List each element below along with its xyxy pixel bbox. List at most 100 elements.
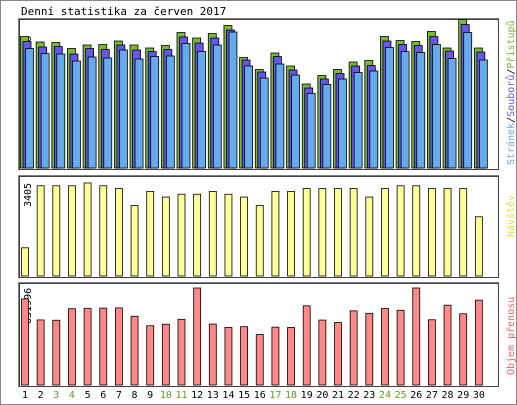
x-tick-day-22: 22 xyxy=(348,390,360,401)
bar-stránek-day-18 xyxy=(291,74,300,169)
bar-volume-day-28 xyxy=(443,304,452,386)
legend-hits-part-4: Přístupů xyxy=(505,20,517,68)
bar-volume-day-16 xyxy=(255,334,264,386)
panel-hits-bars xyxy=(20,19,488,169)
bar-volume-day-15 xyxy=(240,326,249,386)
x-tick-day-26: 26 xyxy=(410,390,422,401)
x-tick-day-24: 24 xyxy=(379,390,391,401)
5 xyxy=(83,182,92,277)
9 xyxy=(146,191,155,277)
14 xyxy=(224,193,233,277)
panel-visits-bars xyxy=(21,182,483,277)
30 xyxy=(474,216,483,277)
25 xyxy=(396,185,405,277)
bar-volume-day-8 xyxy=(130,315,139,386)
x-tick-day-25: 25 xyxy=(395,390,407,401)
10 xyxy=(161,196,170,277)
bar-stránek-day-28 xyxy=(447,58,457,169)
x-tick-day-3: 3 xyxy=(53,390,59,401)
bar-volume-day-18 xyxy=(287,327,295,386)
x-tick-day-2: 2 xyxy=(38,390,44,401)
bar-stránek-day-26 xyxy=(416,52,426,169)
bar-stránek-day-14 xyxy=(228,31,238,169)
bar-volume-day-13 xyxy=(208,323,217,386)
bar-stránek-day-9 xyxy=(150,56,160,169)
bar-volume-day-4 xyxy=(68,308,76,386)
x-tick-day-21: 21 xyxy=(332,390,344,401)
legend-hits: Stránek/Souborů/Přístupů xyxy=(505,20,517,165)
x-tick-day-5: 5 xyxy=(85,390,91,401)
legend-volume: Objem přenosu xyxy=(505,297,517,375)
11 xyxy=(177,193,186,277)
22 xyxy=(349,188,358,277)
bar-stránek-day-20 xyxy=(322,84,332,169)
bar-volume-day-14 xyxy=(224,327,233,386)
bar-volume-day-6 xyxy=(99,307,108,386)
panel-hits-frame xyxy=(18,18,500,171)
bar-stránek-day-13 xyxy=(212,44,222,169)
bar-volume-day-12 xyxy=(193,287,202,386)
bar-stránek-day-19 xyxy=(306,93,316,169)
bar-volume-day-5 xyxy=(83,307,92,386)
26 xyxy=(412,185,421,277)
x-tick-day-13: 13 xyxy=(207,390,219,401)
bar-stránek-day-11 xyxy=(181,43,191,169)
x-tick-day-8: 8 xyxy=(132,390,138,401)
x-tick-labels: 1 2 3 4 5 6 7 8 9 10 11 12 13 14 15 16 17 18 19 20 21 22 23 24 2… xyxy=(22,390,485,401)
23 xyxy=(365,196,374,277)
bar-volume-day-21 xyxy=(334,322,342,386)
29 xyxy=(459,188,468,277)
x-tick-day-12: 12 xyxy=(191,390,203,401)
chart-title: Denní statistika za červen 2017 xyxy=(21,5,226,18)
bar-stránek-day-5 xyxy=(87,56,97,169)
x-tick-day-19: 19 xyxy=(301,390,313,401)
bar-stránek-day-21 xyxy=(338,78,347,169)
legend-hits-part-0: Stránek xyxy=(505,123,517,165)
6 xyxy=(99,185,108,277)
bar-stránek-day-1 xyxy=(25,48,34,169)
x-tick-day-7: 7 xyxy=(116,390,122,401)
24 xyxy=(381,188,389,277)
bar-stránek-day-24 xyxy=(385,47,394,169)
bar-stránek-day-15 xyxy=(244,65,254,169)
bar-volume-day-3 xyxy=(52,319,61,386)
18 xyxy=(287,191,295,277)
bar-volume-day-17 xyxy=(271,326,280,386)
bar-stránek-day-29 xyxy=(463,32,473,169)
x-tick-day-16: 16 xyxy=(254,390,266,401)
21 xyxy=(334,188,342,277)
x-tick-day-30: 30 xyxy=(473,390,485,401)
12 xyxy=(193,193,202,277)
x-tick-day-10: 10 xyxy=(160,390,172,401)
bar-volume-day-29 xyxy=(459,313,468,386)
bar-stránek-day-25 xyxy=(400,51,410,169)
legend-volume-part-0: Objem přenosu xyxy=(505,297,517,375)
bar-volume-day-11 xyxy=(177,318,186,386)
bar-stránek-day-6 xyxy=(103,57,113,169)
27 xyxy=(427,188,436,277)
bar-volume-day-26 xyxy=(412,287,421,386)
bar-stránek-day-4 xyxy=(72,60,81,169)
19 xyxy=(302,188,311,277)
x-tick-day-9: 9 xyxy=(147,390,153,401)
bar-volume-day-22 xyxy=(349,310,358,386)
20 xyxy=(318,188,327,277)
x-tick-day-29: 29 xyxy=(457,390,469,401)
bar-volume-day-7 xyxy=(115,307,123,386)
panel-volume-frame xyxy=(18,282,500,388)
bar-stránek-day-7 xyxy=(119,49,128,169)
bar-stránek-day-3 xyxy=(56,53,66,169)
bar-volume-day-20 xyxy=(318,319,327,386)
x-tick-day-4: 4 xyxy=(69,390,75,401)
bar-volume-day-24 xyxy=(381,308,389,386)
bar-volume-day-23 xyxy=(365,312,374,386)
13 xyxy=(208,191,217,277)
bar-stránek-day-27 xyxy=(431,44,441,169)
bar-volume-day-30 xyxy=(474,299,483,386)
7 xyxy=(115,188,123,277)
x-tick-day-14: 14 xyxy=(222,390,234,401)
legend-hits-part-1: / xyxy=(506,117,517,123)
x-tick-day-11: 11 xyxy=(175,390,187,401)
x-tick-day-23: 23 xyxy=(363,390,375,401)
bar-stránek-day-30 xyxy=(478,59,488,169)
